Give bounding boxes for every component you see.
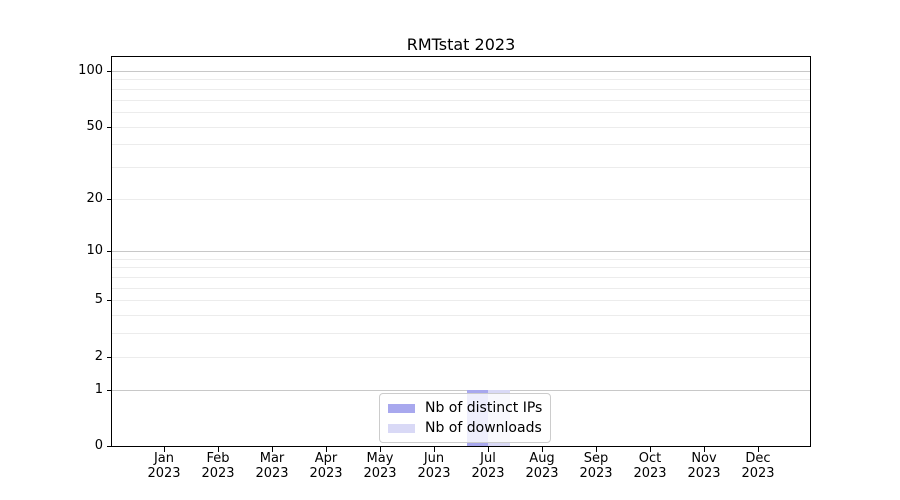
gridline-minor-9 <box>112 259 810 260</box>
gridline-minor-7 <box>112 277 810 278</box>
gridline-minor-70 <box>112 100 810 101</box>
legend-label-downloads: Nb of downloads <box>425 420 542 436</box>
legend-label-distinct-ips: Nb of distinct IPs <box>425 400 543 416</box>
y-tick-label-20: 20 <box>86 191 103 206</box>
x-tick-label-7: Jul 2023 <box>471 451 505 481</box>
x-tick-12 <box>758 447 759 452</box>
x-tick-5 <box>380 447 381 452</box>
x-tick-10 <box>650 447 651 452</box>
x-tick-6 <box>434 447 435 452</box>
gridline-minor-30 <box>112 167 810 168</box>
x-tick-11 <box>704 447 705 452</box>
gridline-minor-90 <box>112 79 810 80</box>
gridline-minor-5 <box>112 300 810 301</box>
x-tick-label-2: Feb 2023 <box>201 451 235 481</box>
gridline-major-10 <box>112 251 810 252</box>
x-tick-label-6: Jun 2023 <box>417 451 451 481</box>
gridline-minor-8 <box>112 267 810 268</box>
gridline-minor-4 <box>112 315 810 316</box>
y-tick-10 <box>107 251 112 252</box>
x-tick-8 <box>542 447 543 452</box>
legend: Nb of distinct IPs Nb of downloads <box>379 393 552 443</box>
x-tick-label-4: Apr 2023 <box>309 451 343 481</box>
y-tick-label-10: 10 <box>86 243 103 258</box>
gridline-major-100 <box>112 71 810 72</box>
x-tick-label-12: Dec 2023 <box>741 451 775 481</box>
y-tick-label-1: 1 <box>94 382 103 397</box>
y-tick-label-5: 5 <box>94 292 103 307</box>
plot-area <box>111 56 811 447</box>
y-tick-label-2: 2 <box>94 349 103 364</box>
x-tick-3 <box>272 447 273 452</box>
y-tick-100 <box>107 71 112 72</box>
legend-entry-distinct-ips: Nb of distinct IPs <box>388 398 542 418</box>
x-tick-7 <box>488 447 489 452</box>
chart-title: RMTstat 2023 <box>406 35 516 54</box>
y-tick-0 <box>107 446 112 447</box>
x-tick-label-11: Nov 2023 <box>687 451 721 481</box>
x-tick-label-10: Oct 2023 <box>633 451 667 481</box>
gridline-minor-80 <box>112 89 810 90</box>
legend-entry-downloads: Nb of downloads <box>388 418 542 438</box>
gridline-minor-6 <box>112 288 810 289</box>
y-tick-2 <box>107 357 112 358</box>
x-tick-label-3: Mar 2023 <box>255 451 289 481</box>
x-tick-1 <box>164 447 165 452</box>
legend-swatch-downloads-icon <box>388 423 415 433</box>
x-tick-2 <box>218 447 219 452</box>
x-tick-4 <box>326 447 327 452</box>
x-tick-label-9: Sep 2023 <box>579 451 613 481</box>
y-tick-label-100: 100 <box>78 63 103 78</box>
gridline-minor-3 <box>112 333 810 334</box>
y-tick-20 <box>107 199 112 200</box>
y-tick-5 <box>107 300 112 301</box>
gridline-minor-20 <box>112 199 810 200</box>
legend-swatch-distinct-ips-icon <box>388 403 415 413</box>
x-tick-label-8: Aug 2023 <box>525 451 559 481</box>
gridline-minor-50 <box>112 127 810 128</box>
y-tick-50 <box>107 127 112 128</box>
y-tick-label-0: 0 <box>94 438 103 453</box>
x-tick-label-1: Jan 2023 <box>147 451 181 481</box>
x-tick-label-5: May 2023 <box>363 451 397 481</box>
y-tick-1 <box>107 390 112 391</box>
gridline-minor-40 <box>112 144 810 145</box>
x-tick-9 <box>596 447 597 452</box>
gridline-minor-60 <box>112 112 810 113</box>
y-tick-label-50: 50 <box>86 119 103 134</box>
gridline-minor-2 <box>112 357 810 358</box>
gridline-major-1 <box>112 390 810 391</box>
